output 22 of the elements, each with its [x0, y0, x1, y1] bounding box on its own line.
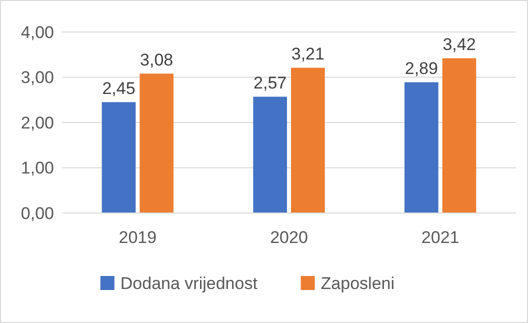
y-tick-label: 0,00	[20, 204, 54, 223]
x-tick-label: 2021	[421, 228, 460, 247]
bar	[404, 82, 438, 213]
bar	[140, 74, 174, 213]
y-tick-label: 3,00	[20, 68, 54, 88]
bar	[253, 96, 287, 213]
legend-label: Zaposleni	[320, 274, 395, 293]
bar	[291, 68, 325, 213]
data-label: 3,08	[140, 50, 174, 70]
y-tick-label: 2,00	[20, 113, 54, 132]
data-label: 3,21	[291, 44, 324, 64]
x-tick-label: 2019	[118, 228, 157, 247]
data-label: 2,57	[254, 74, 287, 93]
bar	[442, 58, 476, 213]
y-tick-label: 4,00	[20, 22, 54, 42]
bar	[102, 102, 136, 213]
y-tick-label: 1,00	[20, 158, 54, 178]
data-label: 3,42	[442, 35, 476, 54]
data-label: 2,45	[102, 79, 136, 98]
data-label: 2,89	[404, 59, 438, 78]
legend-label: Dodana vrijednost	[120, 274, 258, 293]
x-tick-label: 2020	[270, 228, 308, 247]
